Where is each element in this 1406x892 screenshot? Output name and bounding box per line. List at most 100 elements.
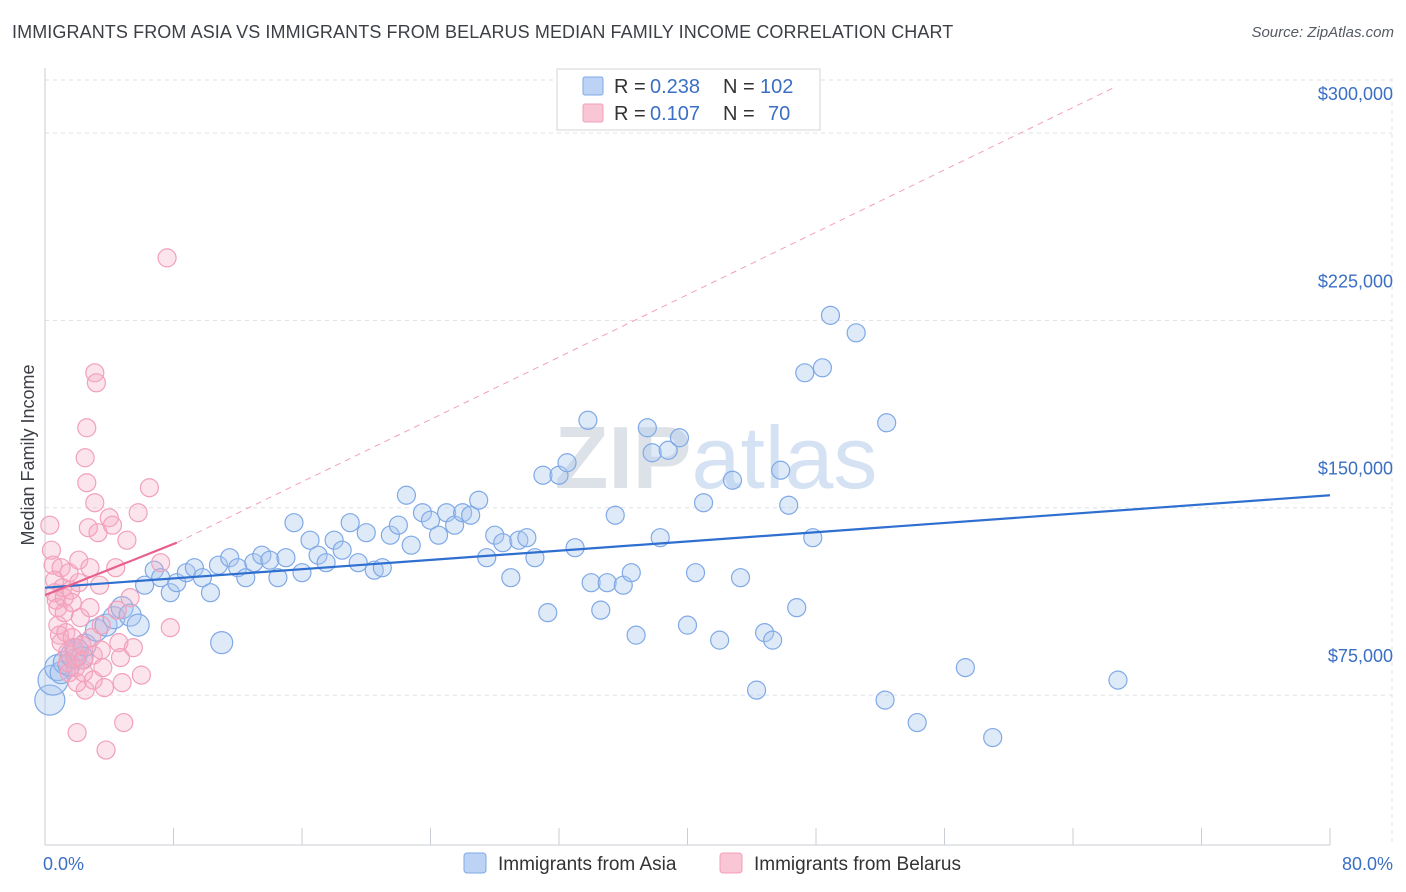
belarus-point-65 (131, 665, 151, 685)
x-tick-labels: 0.0% 80.0% (43, 854, 1393, 874)
asia-point-78 (626, 625, 646, 645)
asia-point-104 (955, 658, 975, 678)
legend-r-value-belarus: 0.107 (650, 103, 700, 125)
asia-point-66 (533, 465, 553, 485)
asia-point-15 (126, 613, 150, 637)
asia-point-101 (875, 690, 895, 710)
belarus-point-57 (109, 633, 129, 653)
asia-point-44 (356, 523, 376, 543)
asia-point-103 (907, 712, 927, 733)
asia-point-84 (677, 615, 698, 635)
asia-point-14 (118, 603, 142, 627)
belarus-point-29 (70, 608, 90, 628)
asia-point-43 (348, 553, 368, 573)
belarus-point-45 (86, 373, 107, 393)
belarus-point-66 (139, 478, 160, 498)
belarus-point-25 (67, 673, 87, 693)
asia-point-61 (493, 533, 513, 553)
asia-point-80 (642, 443, 662, 463)
x-tick-label-1: 80.0% (1342, 854, 1393, 874)
data-points (34, 248, 1128, 760)
belarus-point-35 (77, 473, 97, 493)
belarus-point-69 (160, 618, 180, 638)
belarus-point-64 (128, 503, 148, 523)
y-tick-label-1: $150,000 (1318, 459, 1393, 479)
asia-point-46 (372, 558, 392, 578)
asia-point-26 (210, 631, 234, 655)
y-axis-label: Median Family Income (18, 364, 38, 545)
asia-point-90 (746, 680, 767, 700)
asia-point-57 (461, 505, 481, 525)
asia-point-98 (812, 358, 833, 378)
belarus-point-43 (85, 493, 105, 513)
asia-point-89 (730, 568, 751, 588)
trend-lines (44, 494, 1331, 597)
belarus-point-62 (120, 588, 140, 608)
diagonal-reference-line (176, 87, 1114, 544)
belarus-point-0 (40, 515, 60, 535)
belarus-point-51 (94, 678, 115, 698)
series-legend: Immigrants from Asia Immigrants from Bel… (463, 852, 961, 875)
asia-point-88 (722, 470, 743, 490)
legend-n-value-belarus: 70 (768, 103, 790, 125)
asia-point-47 (380, 525, 400, 545)
asia-point-56 (453, 503, 473, 523)
belarus-point-9 (51, 633, 71, 653)
belarus-point-54 (102, 515, 123, 535)
asia-point-102 (877, 413, 897, 433)
legend-r-value-asia: 0.238 (650, 76, 700, 98)
belarus-point-36 (77, 418, 97, 438)
asia-point-0 (34, 684, 66, 716)
legend-r-label-belarus: R = (614, 103, 646, 125)
belarus-point-21 (62, 628, 82, 648)
belarus-point-58 (110, 648, 131, 668)
asia-point-93 (771, 460, 791, 480)
asia-point-69 (557, 453, 577, 473)
stats-legend: R = 0.238 N = 102 R = 0.107 N = 70 (556, 68, 821, 131)
belarus-point-52 (96, 740, 116, 760)
asia-point-27 (220, 548, 240, 568)
asia-point-94 (779, 495, 799, 515)
asia-point-53 (428, 525, 449, 545)
asia-point-32 (260, 550, 280, 570)
belarus-point-61 (117, 530, 137, 550)
belarus-point-63 (123, 638, 143, 658)
belarus-point-27 (69, 550, 89, 570)
asia-point-75 (605, 505, 625, 525)
asia-point-87 (710, 630, 730, 650)
asia-point-19 (160, 583, 180, 603)
legend-swatch-belarus (582, 103, 604, 123)
source-credit: Source: ZipAtlas.com (1251, 24, 1394, 41)
asia-point-73 (591, 600, 611, 620)
asia-point-51 (412, 503, 433, 523)
asia-point-82 (658, 440, 678, 460)
asia-point-85 (685, 563, 706, 583)
legend-n-label-belarus: N = (723, 103, 755, 125)
asia-point-62 (501, 568, 521, 588)
asia-point-92 (763, 630, 783, 650)
belarus-point-37 (78, 518, 98, 538)
asia-point-72 (581, 573, 601, 593)
bottom-legend-swatch-belarus (719, 852, 743, 874)
asia-point-58 (469, 490, 489, 510)
bottom-legend-swatch-asia (463, 852, 487, 874)
watermark: ZIPatlas (555, 408, 878, 507)
asia-point-97 (795, 363, 815, 383)
asia-point-99 (820, 305, 841, 325)
belarus-point-1 (41, 540, 62, 560)
legend-r-label-asia: R = (614, 76, 646, 98)
y-tick-label-2: $225,000 (1318, 271, 1393, 291)
legend-n-value-asia: 102 (760, 76, 793, 98)
belarus-point-68 (157, 248, 177, 268)
belarus-point-14 (56, 623, 76, 643)
asia-point-40 (324, 530, 344, 550)
bottom-legend-label-belarus: Immigrants from Belarus (754, 854, 961, 875)
bottom-legend-label-asia: Immigrants from Asia (498, 854, 677, 875)
belarus-point-59 (112, 673, 132, 693)
y-tick-labels: $75,000 $150,000 $225,000 $300,000 (1318, 84, 1393, 666)
asia-point-48 (388, 515, 408, 535)
y-tick-label-0: $75,000 (1328, 646, 1393, 666)
belarus-point-48 (91, 615, 111, 635)
asia-point-59 (477, 548, 497, 568)
